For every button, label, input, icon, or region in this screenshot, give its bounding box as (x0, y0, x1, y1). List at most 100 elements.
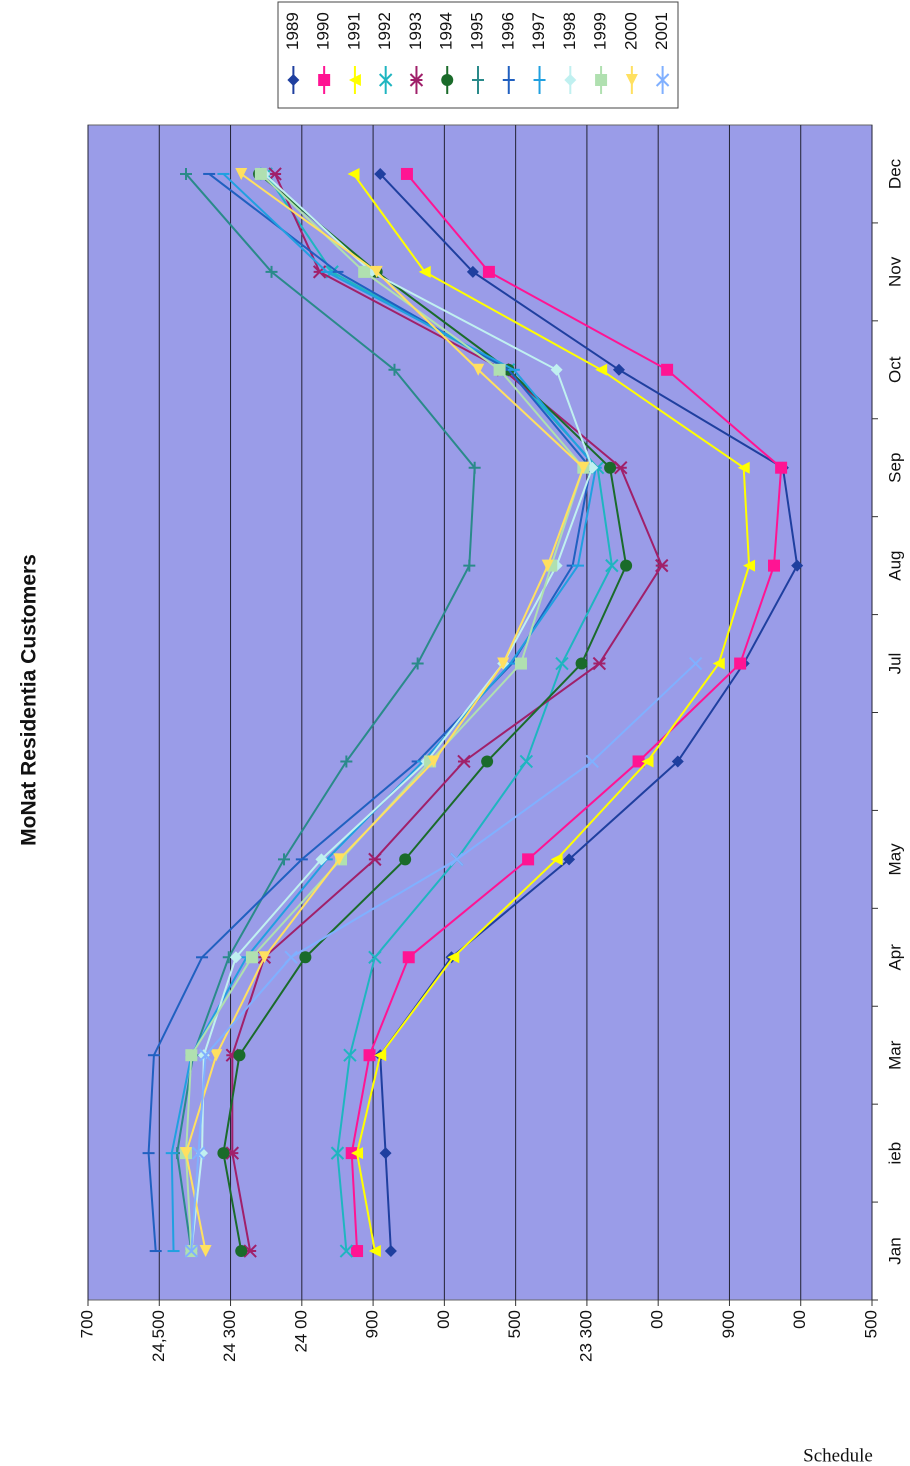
marker (463, 559, 476, 572)
marker (592, 656, 607, 671)
marker (466, 265, 479, 278)
marker (472, 363, 485, 376)
legend-label: 1995 (467, 12, 486, 50)
x-tick-label: ieb (885, 1142, 904, 1165)
legend-label: 1992 (375, 12, 394, 50)
rotated-chart: MoNat Residentia Customers 500 00 900 00 23 … (18, 1, 904, 1362)
marker (196, 1147, 209, 1160)
marker (585, 754, 599, 769)
y-tick-label: 00 (790, 1310, 809, 1329)
marker (447, 951, 460, 964)
marker (343, 1048, 357, 1062)
marker (577, 461, 590, 474)
marker (409, 73, 424, 87)
legend-label: 1990 (314, 12, 333, 50)
marker (625, 74, 638, 86)
legend-label: 2001 (652, 12, 671, 50)
marker (278, 853, 290, 866)
marker (481, 755, 494, 768)
marker (185, 1049, 198, 1062)
marker (374, 1049, 387, 1062)
legend-label: 1994 (437, 12, 456, 50)
marker (472, 74, 484, 86)
marker (299, 951, 312, 964)
legend-label: 2000 (621, 12, 640, 50)
marker (604, 461, 617, 474)
marker (191, 1146, 206, 1160)
marker (339, 1244, 354, 1258)
x-tick-label: Nov (885, 256, 904, 287)
x-tick-label: Dec (885, 158, 904, 189)
marker (791, 559, 804, 572)
y-tick-label: 23 300 (576, 1310, 595, 1362)
marker (198, 1048, 213, 1062)
marker (318, 74, 331, 86)
marker (418, 265, 431, 278)
marker (180, 1147, 192, 1160)
marker (287, 74, 300, 86)
marker (612, 363, 625, 376)
marker (482, 265, 495, 278)
marker (254, 167, 267, 180)
series-line (170, 173, 597, 1252)
series-line (350, 173, 783, 1252)
marker (351, 1147, 364, 1160)
legend (277, 1, 679, 109)
x-tick-label: Sep (885, 453, 904, 483)
series-line (352, 173, 751, 1252)
series-line (184, 173, 585, 1252)
marker (378, 73, 393, 87)
marker (384, 1245, 397, 1258)
marker (775, 461, 788, 474)
legend-label: 1996 (498, 12, 517, 50)
marker (541, 559, 554, 572)
marker (655, 558, 669, 573)
marker (368, 1245, 381, 1258)
marker (614, 461, 628, 475)
x-tick-label: Aug (885, 551, 904, 581)
marker (348, 74, 361, 86)
marker (564, 74, 577, 86)
marker (550, 853, 563, 866)
x-tick-label: May (885, 843, 904, 876)
marker (258, 951, 271, 964)
y-tick-label: 00 (434, 1310, 453, 1329)
marker (245, 951, 258, 964)
legend-label: 1989 (283, 12, 302, 50)
marker (497, 657, 510, 670)
legend-label: 1998 (560, 12, 579, 50)
marker (265, 265, 278, 278)
marker (743, 559, 756, 572)
x-tick-label: Jan (885, 1237, 904, 1264)
x-tick-label: Apr (885, 944, 904, 971)
marker (737, 461, 750, 474)
marker (210, 1049, 223, 1062)
marker (235, 1245, 248, 1258)
marker (235, 167, 248, 180)
marker (563, 853, 576, 866)
marker (229, 951, 242, 964)
marker (450, 852, 464, 867)
marker (358, 265, 371, 278)
y-tick-label: 500 (505, 1310, 524, 1338)
marker (399, 853, 412, 866)
marker (197, 1049, 210, 1062)
marker (184, 1244, 199, 1258)
marker (468, 461, 481, 474)
marker (333, 853, 346, 866)
legend-label: 1993 (406, 12, 425, 50)
marker (400, 167, 413, 180)
x-tick-label: Oct (885, 356, 904, 383)
marker (402, 951, 415, 964)
marker (315, 853, 328, 866)
series-line (222, 173, 628, 1252)
marker (671, 755, 684, 768)
marker (661, 363, 674, 376)
series-line (379, 173, 799, 1252)
y-tick-label: 24 300 (220, 1310, 239, 1362)
marker (441, 74, 454, 86)
marker (370, 265, 383, 278)
marker (712, 657, 725, 670)
